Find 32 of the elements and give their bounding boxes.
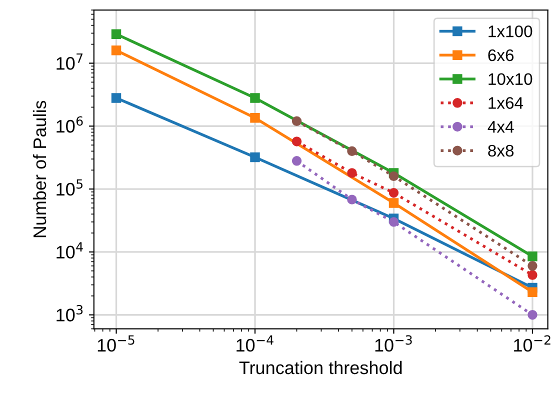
point: [388, 217, 399, 227]
point: [388, 188, 399, 198]
y-tick-label: 10$^{6}$: [56, 116, 83, 133]
point: [528, 261, 538, 271]
point: [111, 29, 122, 39]
x-tick-label: 10$^{−2}$: [514, 335, 550, 352]
legend-label: 8x8: [488, 144, 514, 157]
y-tick-label: 10$^{4}$: [56, 242, 83, 259]
x-tick-label: 10$^{−4}$: [236, 335, 274, 352]
y-axis-title: Number of Paulis: [32, 100, 46, 238]
y-tick-label: 10$^{7}$: [56, 53, 83, 70]
legend-label: 4x4: [488, 121, 514, 133]
point: [250, 113, 260, 123]
point: [528, 270, 538, 280]
point: [528, 252, 538, 262]
x-tick-label: 10$^{−3}$: [375, 335, 412, 352]
x-tick-label: 10$^{−5}$: [98, 335, 134, 352]
x-axis-title: Truncation threshold: [239, 360, 402, 374]
legend-label: 10x10: [488, 73, 532, 86]
point: [111, 45, 122, 56]
point: [528, 310, 538, 320]
y-tick-label: 10$^{3}$: [56, 304, 83, 322]
point: [388, 171, 399, 182]
point: [111, 93, 122, 103]
legend-label: 6x6: [488, 49, 514, 62]
point: [250, 152, 260, 162]
point: [250, 93, 260, 103]
legend-label: 1x100: [488, 25, 532, 38]
y-tick-label: 10$^{5}$: [56, 179, 82, 196]
point: [388, 198, 399, 208]
legend-label: 1x64: [488, 97, 524, 109]
point: [528, 287, 538, 297]
